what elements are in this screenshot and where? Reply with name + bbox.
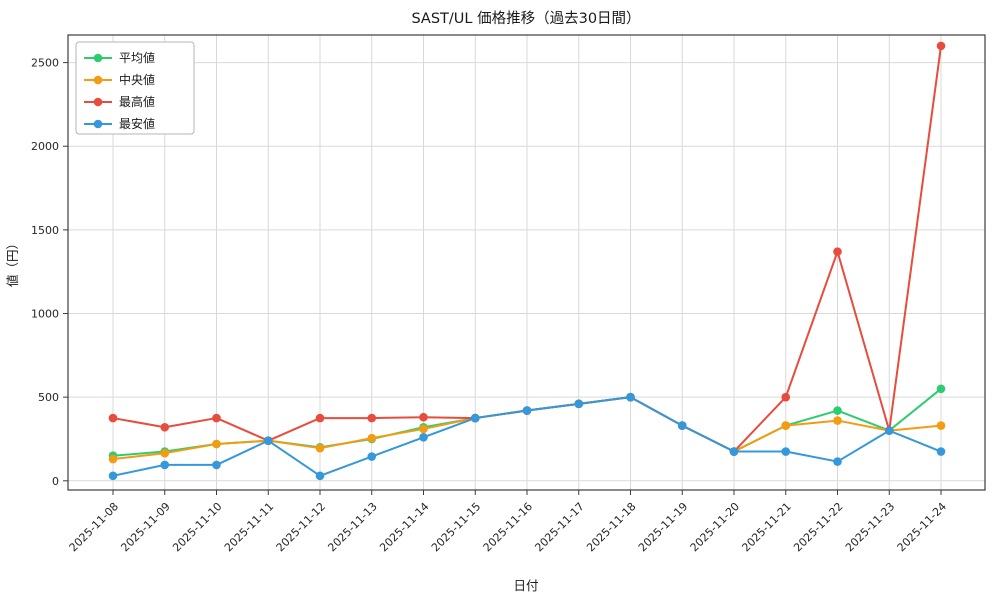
series-point-mean bbox=[936, 384, 946, 394]
legend-label-mean: 平均値 bbox=[119, 50, 155, 65]
x-axis-title: 日付 bbox=[513, 578, 538, 593]
series-point-max bbox=[108, 413, 118, 423]
series-point-min bbox=[522, 406, 532, 415]
x-tick-label: 2025-11-19 bbox=[636, 500, 690, 554]
series-point-min bbox=[263, 436, 273, 445]
x-tick-label: 2025-11-08 bbox=[67, 500, 121, 554]
x-tick-label: 2025-11-23 bbox=[843, 500, 897, 554]
series-point-min bbox=[884, 426, 894, 435]
x-tick-label: 2025-11-11 bbox=[222, 500, 276, 554]
y-tick-label: 2000 bbox=[31, 140, 59, 153]
series-point-median bbox=[936, 421, 946, 430]
x-tick-label: 2025-11-12 bbox=[274, 500, 328, 554]
series-point-min bbox=[626, 392, 635, 402]
x-tick-label: 2025-11-10 bbox=[170, 500, 224, 554]
series-point-median bbox=[781, 421, 791, 430]
legend-marker-dot bbox=[93, 97, 103, 107]
legend-label-min: 最安値 bbox=[119, 116, 155, 131]
x-tick-label: 2025-11-16 bbox=[481, 500, 535, 554]
series-point-median bbox=[833, 416, 842, 425]
series-layer bbox=[108, 41, 946, 481]
x-tick-label: 2025-11-20 bbox=[688, 500, 742, 554]
y-axis-title: 値（円） bbox=[5, 237, 20, 287]
chart-title: SAST/UL 価格推移（過去30日間） bbox=[411, 10, 640, 27]
series-point-median bbox=[160, 448, 170, 458]
series-point-max bbox=[936, 41, 946, 51]
series-point-min bbox=[781, 447, 791, 456]
y-tick-label: 2500 bbox=[31, 57, 59, 70]
x-tick-label: 2025-11-09 bbox=[118, 500, 172, 554]
y-tick-label: 1000 bbox=[31, 308, 59, 321]
x-tick-label: 2025-11-21 bbox=[739, 500, 793, 554]
series-point-mean bbox=[833, 406, 842, 415]
series-point-min bbox=[574, 399, 584, 409]
series-point-min bbox=[677, 421, 687, 430]
legend-marker-dot bbox=[93, 119, 103, 129]
x-tick-label: 2025-11-15 bbox=[429, 500, 483, 554]
series-point-max bbox=[833, 247, 842, 256]
legend-marker-dot bbox=[93, 53, 103, 63]
series-point-median bbox=[212, 439, 221, 449]
legend-box bbox=[75, 41, 195, 135]
grid-layer bbox=[68, 35, 985, 490]
series-point-min bbox=[936, 447, 946, 456]
series-point-min bbox=[315, 471, 325, 481]
series-point-max bbox=[367, 413, 377, 423]
x-tick-label: 2025-11-14 bbox=[377, 500, 431, 554]
series-point-median bbox=[315, 443, 325, 453]
series-point-median bbox=[419, 424, 428, 434]
legend-label-max: 最高値 bbox=[119, 94, 155, 109]
series-point-max bbox=[212, 413, 221, 423]
series-point-min bbox=[160, 460, 170, 470]
y-tick-label: 0 bbox=[52, 475, 59, 488]
x-tick-label: 2025-11-18 bbox=[584, 500, 638, 554]
series-point-min bbox=[212, 460, 221, 470]
series-point-max bbox=[419, 412, 428, 422]
legend-label-median: 中央値 bbox=[119, 72, 155, 87]
y-tick-label: 500 bbox=[38, 391, 59, 404]
series-point-min bbox=[419, 433, 428, 442]
series-point-median bbox=[367, 433, 377, 443]
series-point-max bbox=[315, 413, 325, 423]
series-point-min bbox=[470, 413, 480, 423]
series-point-median bbox=[108, 454, 118, 464]
series-point-max bbox=[160, 422, 170, 432]
x-tick-label: 2025-11-24 bbox=[895, 500, 949, 554]
series-point-max bbox=[781, 392, 791, 402]
series-point-min bbox=[108, 471, 118, 481]
series-point-min bbox=[729, 447, 739, 456]
x-tick-label: 2025-11-17 bbox=[532, 500, 586, 554]
x-tick-label: 2025-11-13 bbox=[325, 500, 379, 554]
series-point-min bbox=[367, 452, 377, 461]
y-tick-label: 1500 bbox=[31, 224, 59, 237]
series-point-min bbox=[833, 457, 842, 466]
legend-marker-dot bbox=[93, 75, 103, 85]
x-tick-label: 2025-11-22 bbox=[791, 500, 845, 554]
